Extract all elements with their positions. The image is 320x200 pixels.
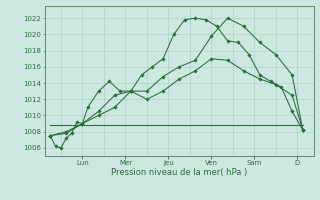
X-axis label: Pression niveau de la mer( hPa ): Pression niveau de la mer( hPa ) <box>111 168 247 177</box>
